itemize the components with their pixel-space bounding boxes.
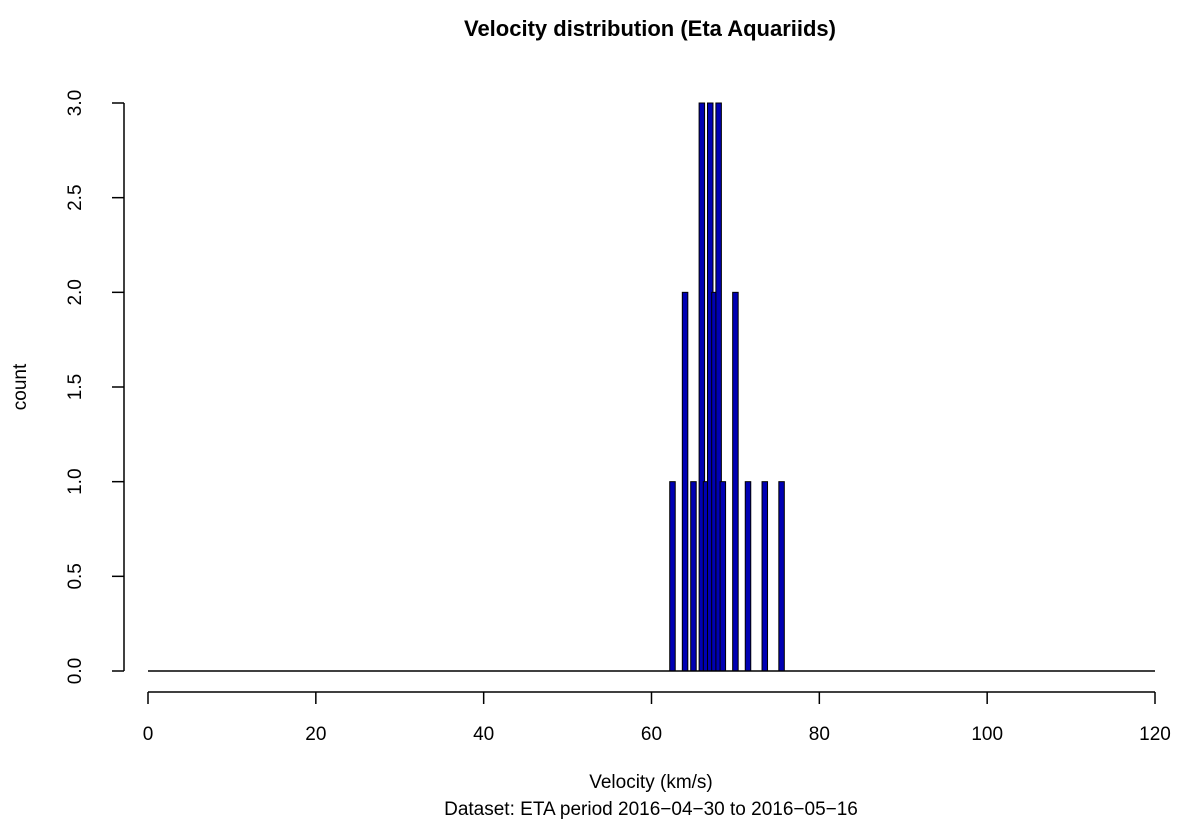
- y-axis: 0.0 0.5 1.0 1.5 2.0 2.5 3.0: [65, 90, 125, 684]
- histogram-bar: [719, 481, 727, 672]
- y-tick-label: 1.5: [65, 374, 86, 400]
- histogram-bar: [690, 481, 697, 672]
- y-tick-label: 0.5: [65, 563, 86, 589]
- x-axis: 0 20 40 60 80 100 120: [143, 691, 1171, 745]
- x-tick-label: 0: [143, 724, 154, 745]
- chart-subtitle: Dataset: ETA period 2016−04−30 to 2016−0…: [444, 799, 858, 820]
- histogram-bar: [669, 481, 676, 672]
- histogram-bar: [761, 481, 769, 672]
- x-tick-label: 100: [971, 724, 1003, 745]
- histogram-bar: [681, 291, 689, 672]
- x-tick-label: 40: [473, 724, 494, 745]
- y-tick-label: 0.0: [65, 658, 86, 684]
- histogram-bar: [778, 481, 785, 672]
- x-tick-label: 80: [809, 724, 830, 745]
- chart-title: Velocity distribution (Eta Aquariids): [464, 16, 836, 41]
- y-tick-label: 2.0: [65, 279, 86, 305]
- y-tick-label: 2.5: [65, 184, 86, 210]
- bars-layer: [669, 102, 785, 672]
- histogram-bar: [744, 481, 752, 672]
- x-tick-label: 20: [305, 724, 326, 745]
- x-axis-label: Velocity (km/s): [589, 772, 713, 793]
- y-axis-label: count: [10, 363, 31, 410]
- histogram-bar: [732, 291, 739, 672]
- y-tick-label: 3.0: [65, 90, 86, 116]
- y-tick-label: 1.0: [65, 468, 86, 494]
- x-tick-label: 60: [641, 724, 662, 745]
- x-tick-label: 120: [1139, 724, 1171, 745]
